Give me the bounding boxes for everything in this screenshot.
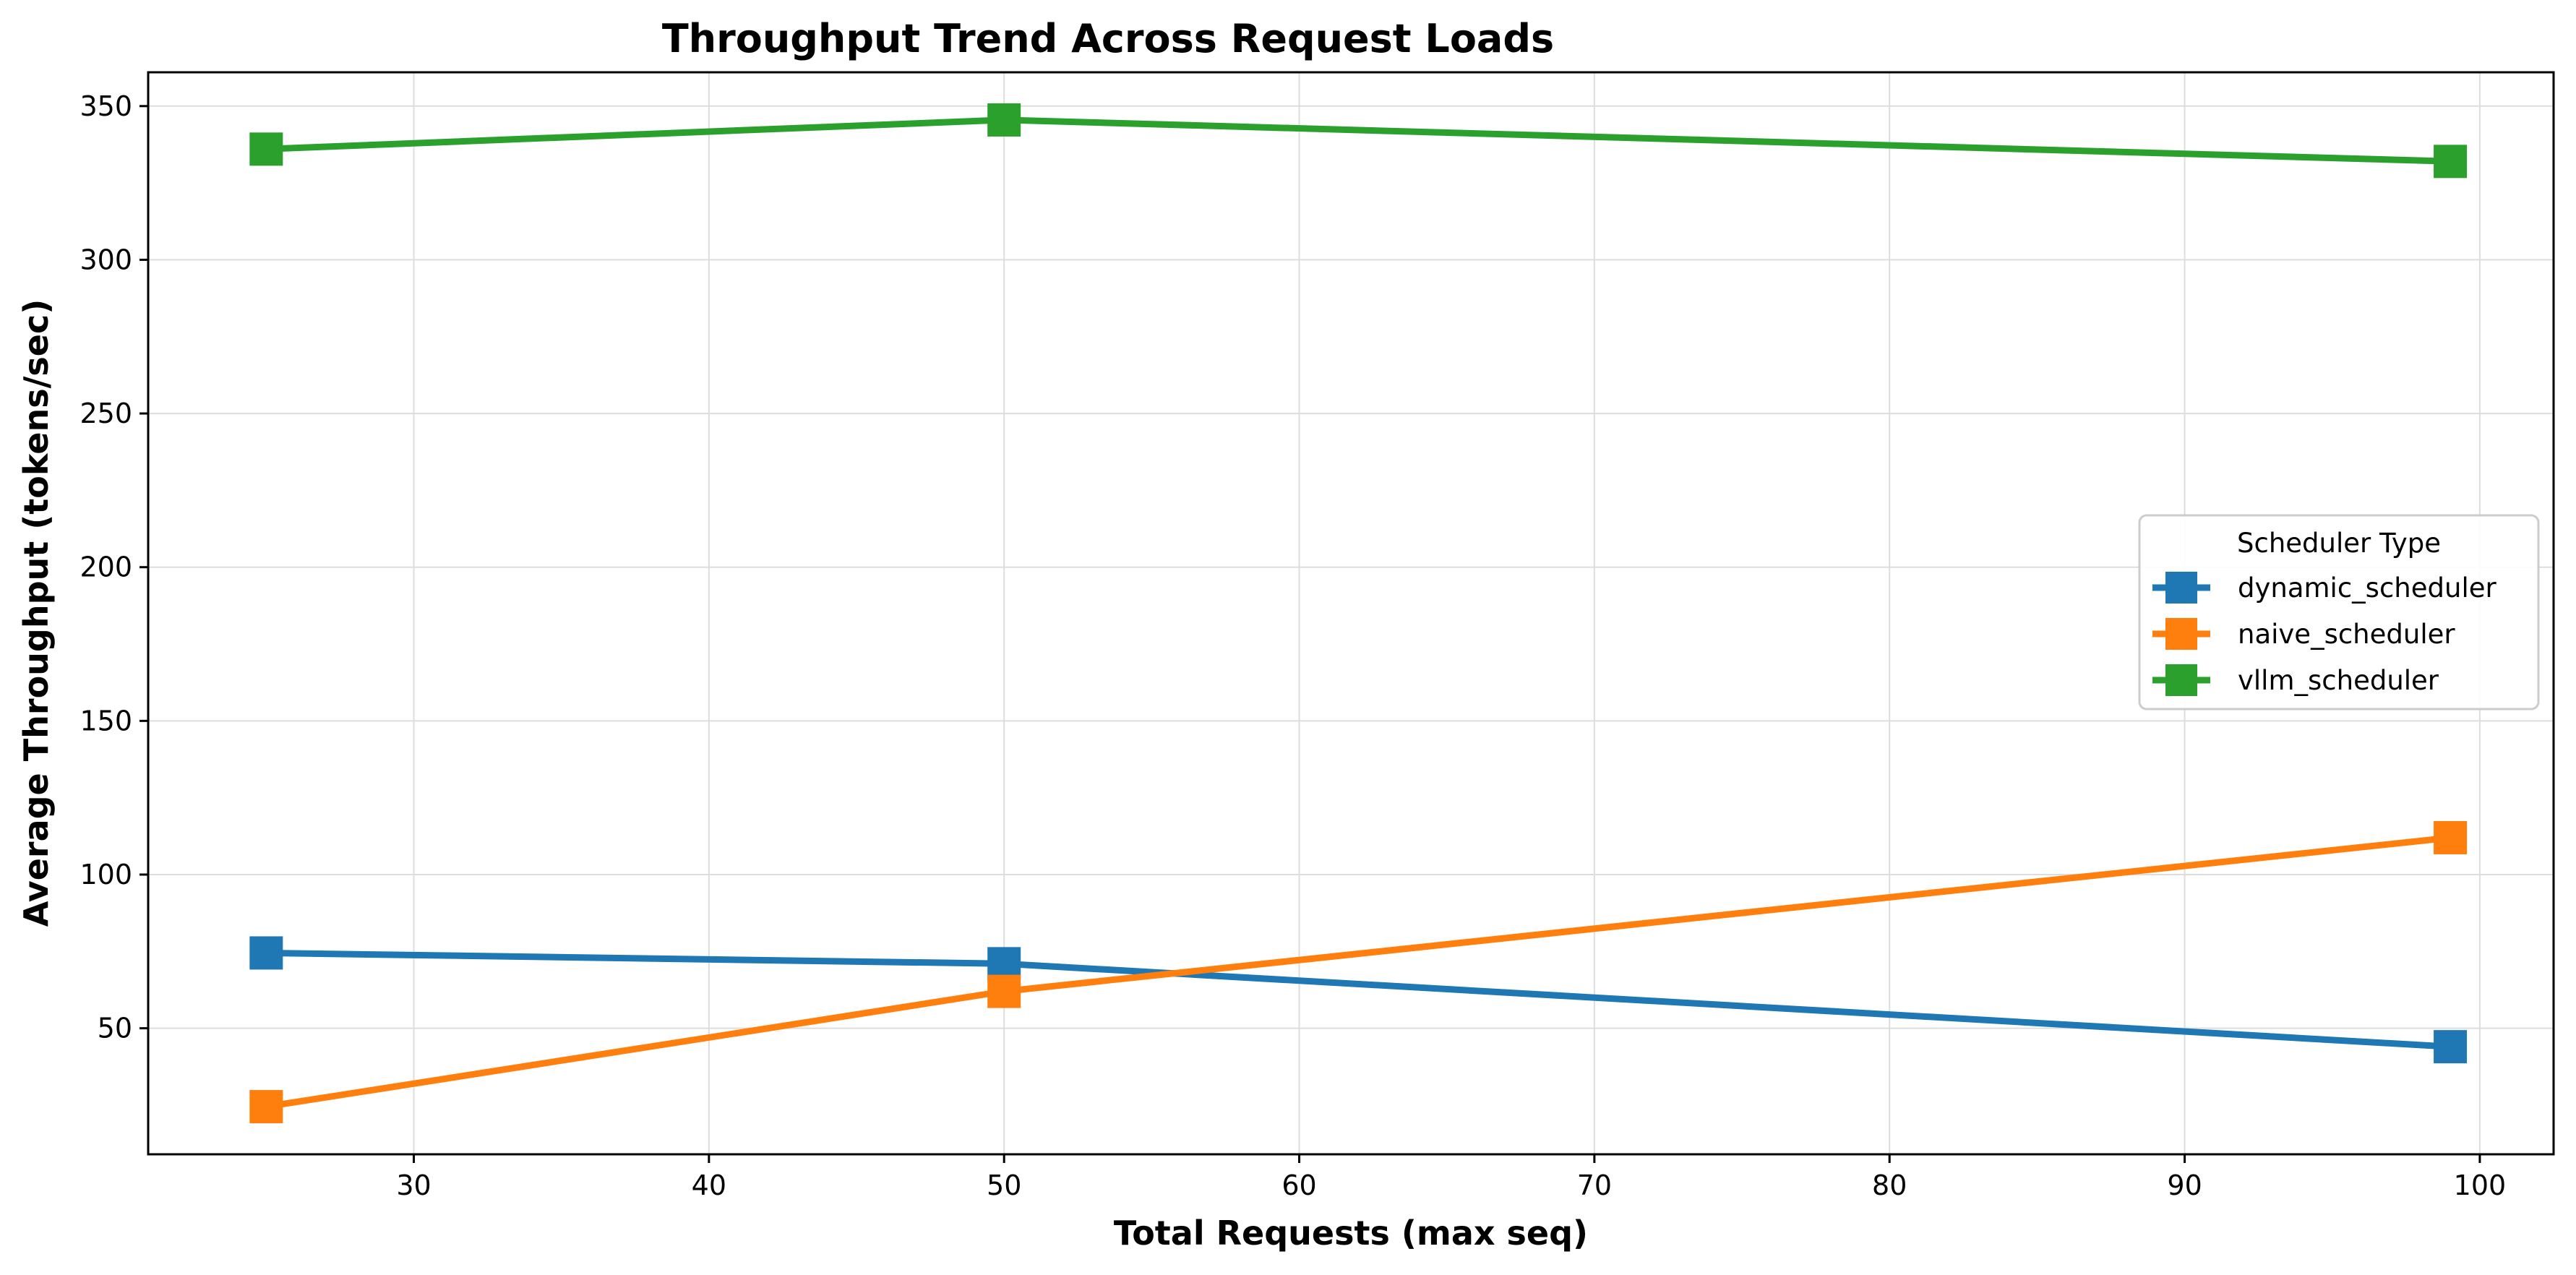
data-point-dynamic_scheduler: [249, 936, 283, 970]
y-tick-label: 350: [80, 90, 132, 122]
y-tick-label: 100: [80, 859, 132, 890]
series-vllm_scheduler: [249, 103, 2468, 179]
plot-area-frame: [147, 71, 2555, 1156]
series-layer: [249, 103, 2468, 1124]
x-tick-label: 100: [2454, 1169, 2507, 1201]
legend-label: dynamic_scheduler: [2238, 572, 2496, 604]
y-axis-ticks: 50 100 150 200 250 300 350: [80, 90, 148, 1044]
chart-title: Throughput Trend Across Request Loads: [662, 16, 1554, 61]
y-axis-label: Average Throughput (tokens/sec): [17, 299, 56, 927]
x-tick-label: 60: [1281, 1169, 1316, 1201]
legend-entry-vllm_scheduler: vllm_scheduler: [2152, 664, 2439, 696]
y-tick-label: 250: [80, 398, 132, 429]
data-point-naive_scheduler: [987, 974, 1021, 1008]
x-tick-label: 40: [692, 1169, 726, 1201]
x-tick-label: 70: [1577, 1169, 1612, 1201]
y-tick-label: 150: [80, 705, 132, 737]
legend-marker-swatch: [2165, 664, 2197, 696]
series-naive_scheduler: [249, 820, 2468, 1124]
x-tick-label: 50: [987, 1169, 1021, 1201]
legend: Scheduler Type dynamic_scheduler naive_sc…: [2138, 514, 2540, 711]
x-tick-label: 30: [396, 1169, 431, 1201]
legend-title: Scheduler Type: [2237, 528, 2441, 559]
y-tick-label: 50: [98, 1013, 132, 1044]
legend-label: vllm_scheduler: [2238, 665, 2439, 696]
legend-box: [2138, 514, 2540, 711]
legend-entry-naive_scheduler: naive_scheduler: [2152, 618, 2455, 650]
data-point-naive_scheduler: [2434, 820, 2468, 854]
data-point-vllm_scheduler: [987, 103, 1021, 137]
data-point-dynamic_scheduler: [2434, 1030, 2468, 1064]
grid-lines: [148, 72, 2554, 1154]
x-axis-ticks: 30 40 50 60 70 80 90 100: [396, 1154, 2506, 1201]
legend-marker-swatch: [2165, 572, 2197, 604]
x-tick-label: 90: [2167, 1169, 2202, 1201]
y-tick-label: 300: [80, 244, 132, 275]
data-point-naive_scheduler: [249, 1090, 283, 1124]
data-point-vllm_scheduler: [2434, 145, 2468, 179]
y-tick-label: 200: [80, 551, 132, 583]
legend-label: naive_scheduler: [2238, 619, 2455, 650]
x-tick-label: 80: [1872, 1169, 1907, 1201]
legend-marker-swatch: [2165, 618, 2197, 650]
x-axis-label: Total Requests (max seq): [1114, 1214, 1588, 1253]
data-point-vllm_scheduler: [249, 132, 283, 166]
legend-entry-dynamic_scheduler: dynamic_scheduler: [2152, 572, 2496, 604]
legend-entries: dynamic_scheduler naive_scheduler vllm_sch…: [2152, 572, 2496, 696]
